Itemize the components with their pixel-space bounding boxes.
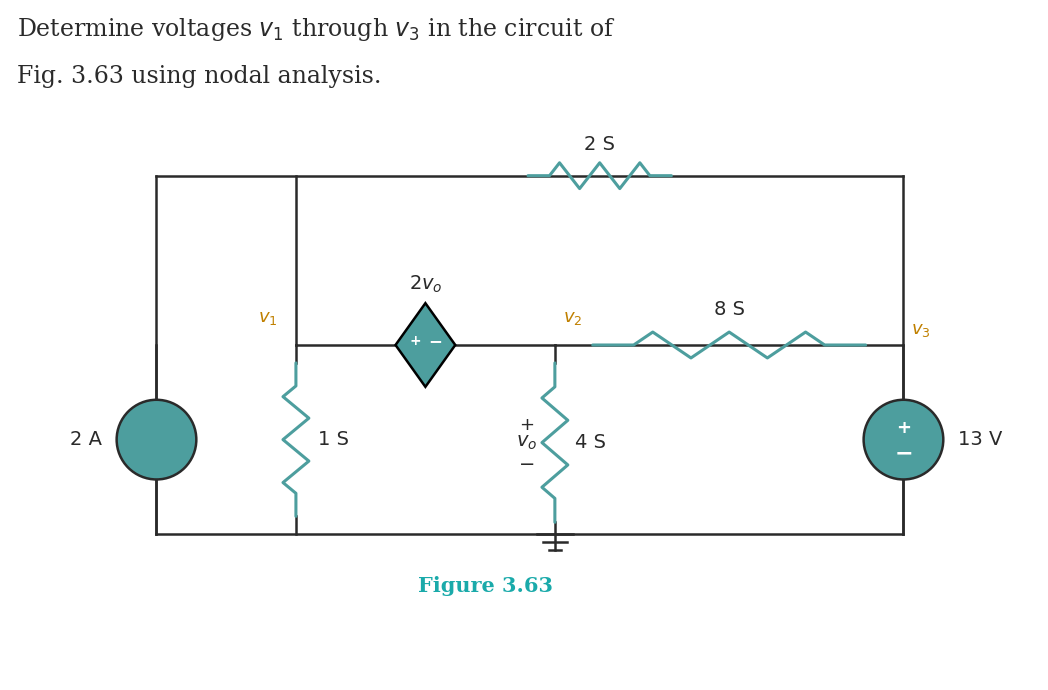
Text: 4 S: 4 S xyxy=(574,433,606,452)
Text: 13 V: 13 V xyxy=(958,430,1003,449)
Text: 1 S: 1 S xyxy=(318,430,349,449)
Text: 2 A: 2 A xyxy=(70,430,102,449)
Text: $v_1$: $v_1$ xyxy=(259,309,278,327)
Text: 8 S: 8 S xyxy=(714,300,745,319)
Text: +: + xyxy=(410,334,421,348)
Text: Figure 3.63: Figure 3.63 xyxy=(418,576,552,596)
Text: 2 S: 2 S xyxy=(584,135,615,154)
Text: −: − xyxy=(429,332,442,350)
Polygon shape xyxy=(395,303,455,387)
Text: +: + xyxy=(520,415,534,434)
Circle shape xyxy=(116,400,196,480)
Text: $v_2$: $v_2$ xyxy=(563,309,583,327)
Text: −: − xyxy=(519,455,536,474)
Text: −: − xyxy=(894,444,913,464)
Text: +: + xyxy=(896,419,911,437)
Text: Determine voltages $v_1$ through $v_3$ in the circuit of: Determine voltages $v_1$ through $v_3$ i… xyxy=(17,17,615,43)
Text: $v_o$: $v_o$ xyxy=(517,433,538,452)
Text: Fig. 3.63 using nodal analysis.: Fig. 3.63 using nodal analysis. xyxy=(17,65,381,88)
Text: $v_3$: $v_3$ xyxy=(912,321,931,339)
Circle shape xyxy=(864,400,943,480)
Text: $2v_o$: $2v_o$ xyxy=(409,274,442,295)
